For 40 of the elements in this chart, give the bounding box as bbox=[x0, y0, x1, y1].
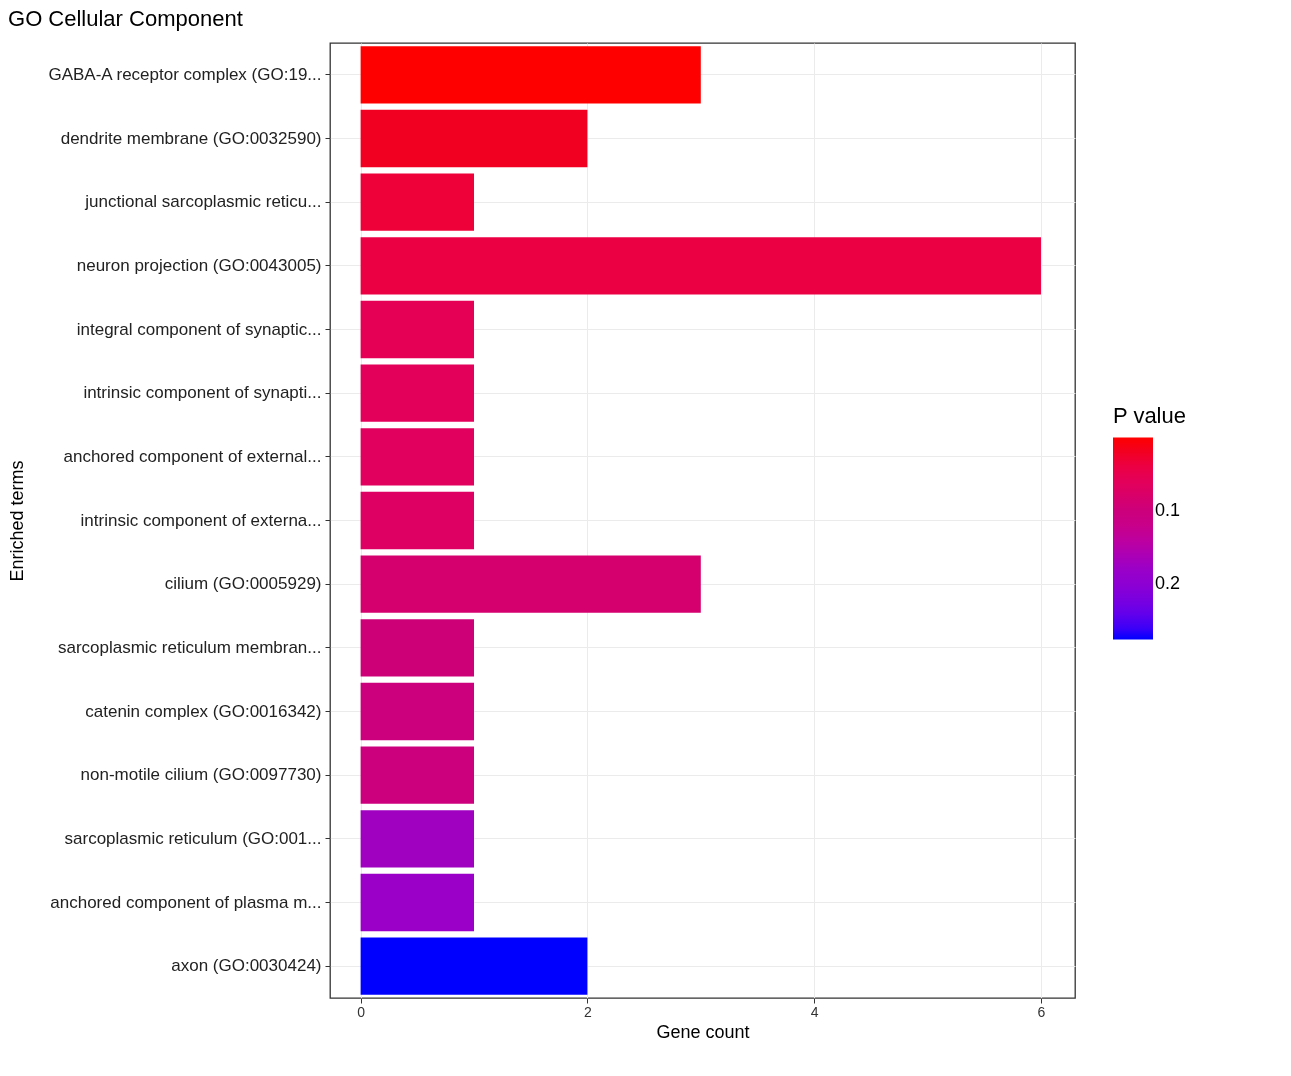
y-tick-label: neuron projection (GO:0043005) bbox=[76, 255, 322, 275]
bar bbox=[360, 491, 475, 550]
y-tick-label: dendrite membrane (GO:0032590) bbox=[60, 128, 322, 148]
y-tick-label: junctional sarcoplasmic reticu... bbox=[84, 192, 322, 212]
color-bar-label: 0.2 bbox=[1155, 573, 1181, 594]
y-tick-label: anchored component of external... bbox=[63, 446, 322, 466]
y-tick-label: catenin complex (GO:0016342) bbox=[85, 701, 322, 721]
y-tick-label: sarcoplasmic reticulum (GO:001... bbox=[64, 828, 322, 848]
y-tick-label: intrinsic component of synapti... bbox=[83, 383, 322, 403]
y-tick-label: GABA-A receptor complex (GO:19... bbox=[48, 64, 322, 84]
y-tick-label: sarcoplasmic reticulum membran... bbox=[57, 637, 322, 657]
bar bbox=[360, 619, 475, 677]
x-tick-label: 2 bbox=[584, 1003, 593, 1020]
bar bbox=[360, 746, 475, 804]
x-tick-label: 6 bbox=[1037, 1003, 1046, 1020]
bar bbox=[360, 364, 475, 422]
bar bbox=[360, 682, 475, 741]
bar bbox=[360, 300, 475, 359]
x-tick-label: 0 bbox=[357, 1003, 366, 1020]
y-axis-title: Enriched terms bbox=[6, 460, 27, 582]
x-axis-title: Gene count bbox=[656, 1021, 750, 1042]
x-tick-label: 4 bbox=[810, 1003, 819, 1020]
bar bbox=[360, 46, 701, 104]
bar bbox=[360, 109, 588, 168]
bar bbox=[360, 810, 475, 868]
color-bar-title: P value bbox=[1113, 402, 1186, 428]
y-tick-label: axon (GO:0030424) bbox=[171, 956, 322, 976]
bar bbox=[360, 428, 475, 486]
bar bbox=[360, 937, 588, 995]
y-tick-label: intrinsic component of externa... bbox=[80, 510, 322, 530]
y-tick-label: integral component of synaptic... bbox=[76, 319, 322, 339]
y-tick-label: non-motile cilium (GO:0097730) bbox=[80, 765, 322, 785]
bar bbox=[360, 237, 1041, 295]
bar bbox=[360, 173, 475, 231]
bar bbox=[360, 555, 701, 613]
bar bbox=[360, 873, 475, 932]
text: GO Cellular Component bbox=[8, 6, 243, 31]
y-tick-label: cilium (GO:0005929) bbox=[164, 574, 322, 594]
y-tick-label: anchored component of plasma m... bbox=[50, 892, 322, 912]
color-bar-label: 0.1 bbox=[1155, 499, 1181, 520]
